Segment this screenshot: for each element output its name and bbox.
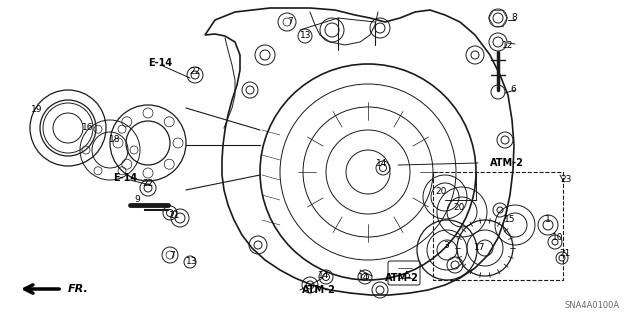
Text: 12: 12 [502, 41, 514, 49]
Text: E-14: E-14 [148, 58, 172, 68]
Text: 11: 11 [169, 211, 180, 219]
Text: E-14: E-14 [113, 173, 137, 183]
Text: 7: 7 [287, 17, 293, 26]
Text: 8: 8 [511, 13, 517, 23]
Text: ATM-2: ATM-2 [490, 158, 524, 168]
Text: 13: 13 [300, 31, 312, 40]
Text: ATM-2: ATM-2 [302, 285, 336, 295]
Text: FR.: FR. [68, 284, 89, 294]
Text: 10: 10 [552, 234, 564, 242]
Text: SNA4A0100A: SNA4A0100A [565, 300, 620, 309]
Bar [433, 172, 563, 280]
Text: 7: 7 [169, 250, 175, 259]
Text: 14: 14 [376, 159, 388, 167]
Text: 18: 18 [109, 136, 121, 145]
Text: 6: 6 [510, 85, 516, 94]
Text: 20: 20 [453, 204, 465, 212]
Text: 23: 23 [560, 175, 572, 184]
Text: 1: 1 [545, 216, 551, 225]
Text: 20: 20 [435, 188, 447, 197]
Text: 9: 9 [134, 195, 140, 204]
Text: 5: 5 [404, 271, 410, 279]
Text: 17: 17 [474, 243, 486, 253]
Text: 14: 14 [358, 272, 370, 281]
Text: ATM-2: ATM-2 [385, 273, 419, 283]
Text: 13: 13 [186, 256, 198, 265]
Text: 22: 22 [142, 179, 154, 188]
Text: 15: 15 [504, 216, 516, 225]
Text: 19: 19 [31, 106, 43, 115]
Text: 3: 3 [443, 241, 449, 250]
Text: 21: 21 [559, 249, 571, 258]
Text: 16: 16 [83, 123, 93, 132]
Text: 14: 14 [318, 271, 330, 279]
Text: 22: 22 [189, 66, 200, 76]
